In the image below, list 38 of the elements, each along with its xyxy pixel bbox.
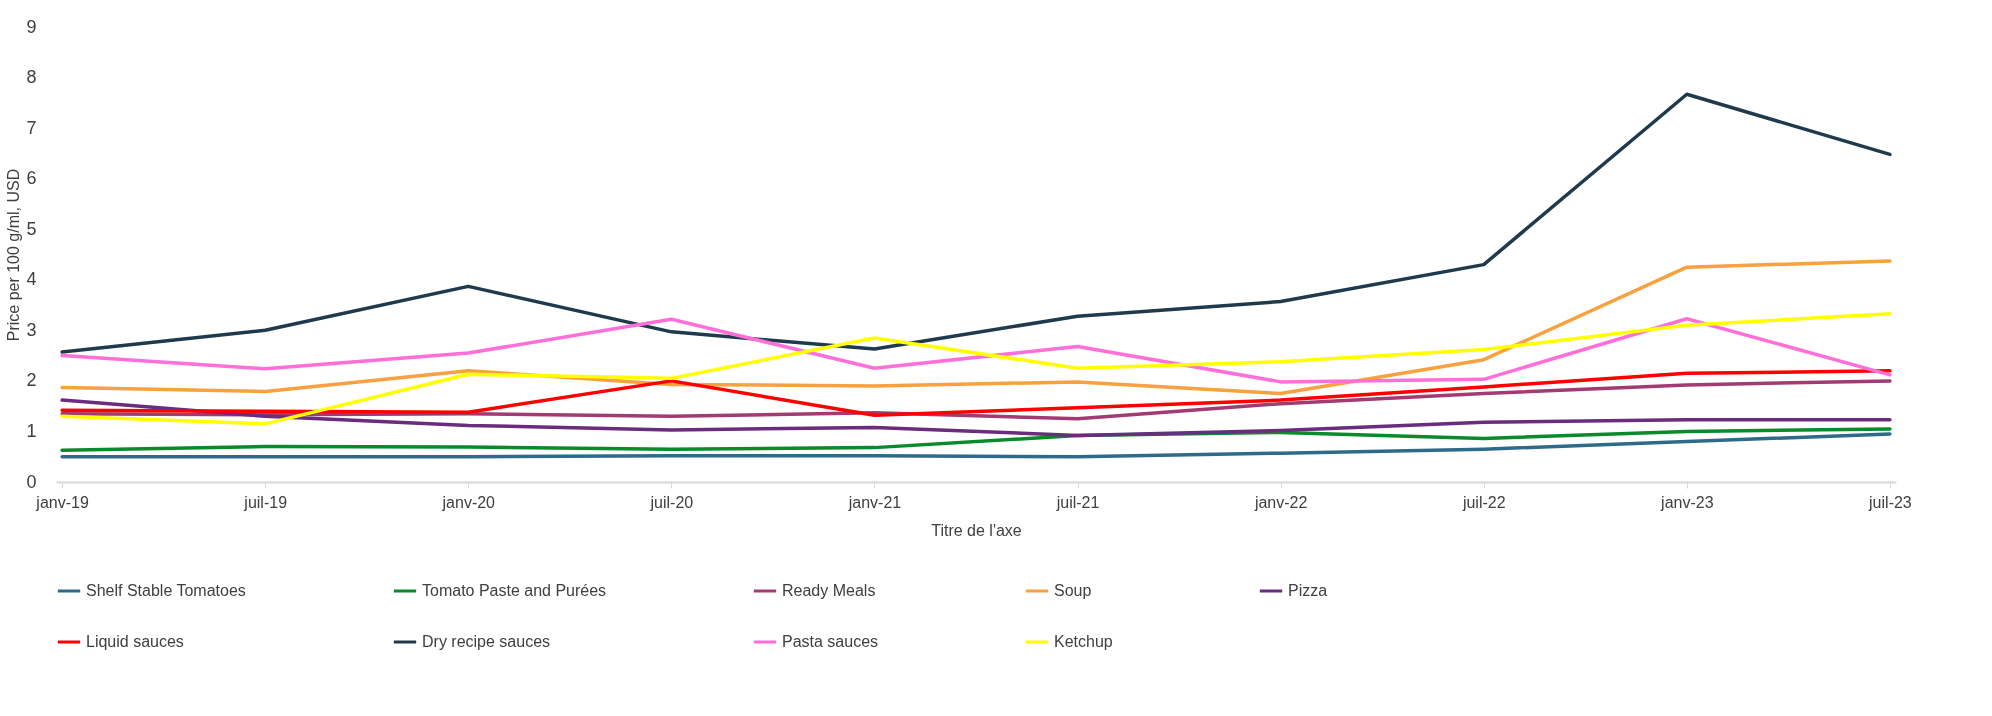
legend-label: Ketchup bbox=[1054, 633, 1113, 650]
legend-label: Dry recipe sauces bbox=[422, 633, 551, 650]
x-tick-label: juil-19 bbox=[243, 493, 288, 511]
x-tick-label: juil-21 bbox=[1055, 493, 1100, 511]
legend-label: Tomato Paste and Purées bbox=[422, 582, 607, 599]
y-tick-label: 1 bbox=[26, 420, 37, 441]
y-tick-label: 6 bbox=[26, 168, 37, 189]
x-tick-label: janv-22 bbox=[1253, 493, 1308, 511]
line-series bbox=[60, 316, 1892, 384]
line-series bbox=[60, 432, 1892, 459]
legend-label: Pizza bbox=[1288, 582, 1328, 599]
y-tick-label: 4 bbox=[26, 269, 37, 290]
y-tick-label: 9 bbox=[26, 16, 37, 37]
y-tick-label: 5 bbox=[26, 218, 37, 239]
legend-label: Shelf Stable Tomatoes bbox=[86, 582, 246, 599]
y-tick-label: 0 bbox=[26, 471, 37, 492]
line-series bbox=[60, 369, 1892, 418]
x-tick-label: janv-20 bbox=[441, 493, 496, 511]
y-tick-label: 2 bbox=[26, 370, 37, 391]
line-series bbox=[60, 259, 1892, 396]
line-series bbox=[60, 398, 1892, 438]
y-tick-label: 7 bbox=[26, 117, 37, 138]
legend-label: Soup bbox=[1054, 582, 1092, 599]
x-tick-label: janv-19 bbox=[35, 493, 89, 511]
line-series bbox=[60, 92, 1892, 354]
legend-label: Pasta sauces bbox=[782, 633, 879, 650]
y-axis-title: Price per 100 g/ml, USD bbox=[5, 168, 23, 342]
x-tick-label: juil-23 bbox=[1868, 493, 1912, 511]
line-series bbox=[60, 311, 1892, 426]
y-tick-label: 3 bbox=[26, 319, 37, 340]
x-axis-title: Titre de l'axe bbox=[931, 521, 1022, 539]
x-tick-label: juil-22 bbox=[1461, 493, 1506, 511]
y-tick-label: 8 bbox=[26, 67, 37, 88]
legend-label: Ready Meals bbox=[782, 582, 876, 599]
x-tick-label: juil-20 bbox=[649, 493, 694, 511]
x-tick-label: janv-23 bbox=[1660, 493, 1714, 511]
legend-label: Liquid sauces bbox=[86, 633, 184, 650]
x-tick-label: janv-21 bbox=[847, 493, 902, 511]
